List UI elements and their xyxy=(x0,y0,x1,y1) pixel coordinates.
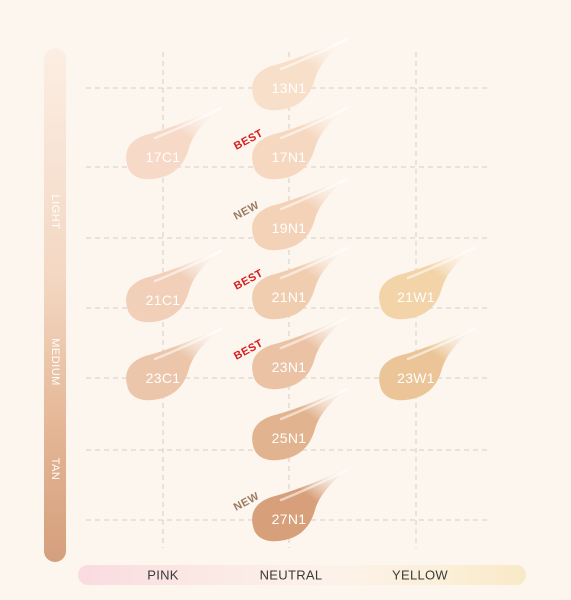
undertone-label-neutral: NEUTRAL xyxy=(259,567,323,583)
swatch-21c1: 21C1 xyxy=(119,247,231,325)
swatch-23w1: 23W1 xyxy=(372,325,484,403)
swatch-21w1: 21W1 xyxy=(372,244,484,322)
swatch-code-27n1: 27N1 xyxy=(271,511,307,527)
swatch-code-19n1: 19N1 xyxy=(271,220,307,236)
swatch-25n1: 25N1 xyxy=(245,385,357,463)
swatch-13n1: 13N1 xyxy=(245,35,357,113)
swatch-smear-21c1 xyxy=(126,249,223,323)
undertone-scale-bar xyxy=(78,565,526,585)
swatch-23n1: 23N1 BEST xyxy=(232,314,357,392)
swatch-code-23c1: 23C1 xyxy=(145,370,181,386)
depth-scale-bar xyxy=(44,48,66,562)
swatch-code-21c1: 21C1 xyxy=(145,292,181,308)
swatch-smear-17c1 xyxy=(126,106,223,180)
swatch-17n1: 17N1 BEST xyxy=(232,104,357,182)
swatch-23c1: 23C1 xyxy=(119,325,231,403)
swatch-smear-21n1 xyxy=(252,246,349,320)
swatch-smear-25n1 xyxy=(252,387,349,461)
swatch-21n1: 21N1 BEST xyxy=(232,244,357,322)
swatch-smear-17n1 xyxy=(252,106,349,180)
undertone-label-yellow: YELLOW xyxy=(392,567,448,583)
swatch-code-13n1: 13N1 xyxy=(271,80,307,96)
swatch-code-25n1: 25N1 xyxy=(271,430,307,446)
swatch-code-23n1: 23N1 xyxy=(271,359,307,375)
swatch-code-21n1: 21N1 xyxy=(271,289,307,305)
swatch-code-17c1: 17C1 xyxy=(145,149,181,165)
swatch-smear-13n1 xyxy=(252,37,349,111)
swatch-17c1: 17C1 xyxy=(119,104,231,182)
swatch-smear-23n1 xyxy=(252,316,349,390)
swatch-code-17n1: 17N1 xyxy=(271,149,307,165)
swatch-smear-27n1 xyxy=(252,468,349,542)
undertone-label-pink: PINK xyxy=(147,567,179,583)
swatch-code-23w1: 23W1 xyxy=(397,370,435,386)
swatch-27n1: 27N1 NEW xyxy=(232,466,357,544)
swatch-smear-21w1 xyxy=(379,246,476,320)
swatch-smear-19n1 xyxy=(252,177,349,251)
swatch-19n1: 19N1 NEW xyxy=(232,175,357,253)
swatch-smear-23c1 xyxy=(126,327,223,401)
swatch-smear-23w1 xyxy=(379,327,476,401)
depth-label-tan: TAN xyxy=(49,457,61,481)
swatch-code-21w1: 21W1 xyxy=(397,289,435,305)
depth-label-light: LIGHT xyxy=(49,194,61,230)
depth-label-medium: MEDIUM xyxy=(49,338,61,386)
